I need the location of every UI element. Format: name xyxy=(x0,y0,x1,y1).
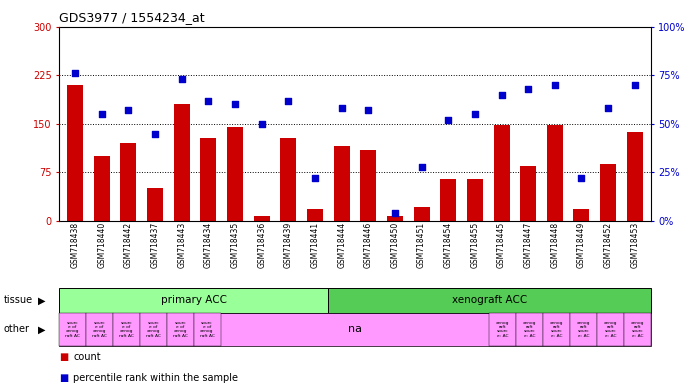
Point xyxy=(150,131,161,137)
Bar xyxy=(543,313,570,346)
Point xyxy=(576,175,587,181)
Bar xyxy=(174,104,190,221)
Point xyxy=(203,98,214,104)
Bar xyxy=(413,207,429,221)
Point xyxy=(176,76,187,82)
Bar xyxy=(328,288,651,313)
Text: tissue: tissue xyxy=(3,295,33,306)
Bar xyxy=(489,313,516,346)
Bar xyxy=(627,132,643,221)
Bar xyxy=(574,209,590,221)
Text: GDS3977 / 1554234_at: GDS3977 / 1554234_at xyxy=(59,12,205,25)
Bar xyxy=(140,313,167,346)
Bar xyxy=(193,313,221,346)
Text: sourc
e of
xenog
raft AC: sourc e of xenog raft AC xyxy=(200,321,214,338)
Bar xyxy=(467,179,483,221)
Point xyxy=(283,98,294,104)
Bar xyxy=(361,150,377,221)
Point xyxy=(70,70,81,76)
Text: ■: ■ xyxy=(59,373,68,383)
Text: xenog
raft
sourc
e: AC: xenog raft sourc e: AC xyxy=(631,321,644,338)
Text: ▶: ▶ xyxy=(38,295,46,306)
Point xyxy=(496,92,507,98)
Bar xyxy=(86,313,113,346)
Text: sourc
e of
xenog
raft AC: sourc e of xenog raft AC xyxy=(119,321,134,338)
Point xyxy=(523,86,534,92)
Bar xyxy=(624,313,651,346)
Point xyxy=(96,111,107,117)
Text: xenog
raft
sourc
e: AC: xenog raft sourc e: AC xyxy=(550,321,563,338)
Point xyxy=(336,105,347,111)
Point xyxy=(469,111,480,117)
Bar xyxy=(307,209,323,221)
Bar xyxy=(387,216,403,221)
Text: sourc
e of
xenog
raft AC: sourc e of xenog raft AC xyxy=(146,321,161,338)
Bar xyxy=(200,138,216,221)
Text: sourc
e of
xenog
raft AC: sourc e of xenog raft AC xyxy=(92,321,107,338)
Point xyxy=(363,107,374,113)
Text: xenog
raft
sourc
e: AC: xenog raft sourc e: AC xyxy=(603,321,617,338)
Bar xyxy=(59,313,86,346)
Bar xyxy=(147,189,163,221)
Bar xyxy=(227,127,243,221)
Text: na: na xyxy=(348,324,362,334)
Text: xenog
raft
sourc
e: AC: xenog raft sourc e: AC xyxy=(577,321,590,338)
Text: primary ACC: primary ACC xyxy=(161,295,227,306)
Point xyxy=(230,101,241,108)
Text: other: other xyxy=(3,324,29,334)
Bar xyxy=(597,313,624,346)
Bar xyxy=(547,125,563,221)
Bar xyxy=(67,85,83,221)
Point xyxy=(443,117,454,123)
Text: sourc
e of
xenog
raft AC: sourc e of xenog raft AC xyxy=(173,321,188,338)
Text: ▶: ▶ xyxy=(38,324,46,334)
Bar xyxy=(516,313,543,346)
Point xyxy=(389,210,400,216)
Bar xyxy=(113,313,140,346)
Text: xenog
raft
sourc
e: AC: xenog raft sourc e: AC xyxy=(523,321,537,338)
Bar xyxy=(600,164,616,221)
Point xyxy=(310,175,321,181)
Bar xyxy=(254,216,269,221)
Bar xyxy=(520,166,536,221)
Text: count: count xyxy=(73,352,101,362)
Point xyxy=(416,164,427,170)
Bar xyxy=(333,146,349,221)
Point xyxy=(123,107,134,113)
Point xyxy=(256,121,267,127)
Bar xyxy=(493,125,509,221)
Bar xyxy=(280,138,296,221)
Text: ■: ■ xyxy=(59,352,68,362)
Bar xyxy=(441,179,456,221)
Bar xyxy=(120,143,136,221)
Bar xyxy=(59,288,328,313)
Point xyxy=(549,82,560,88)
Point xyxy=(603,105,614,111)
Text: percentile rank within the sample: percentile rank within the sample xyxy=(73,373,238,383)
Bar xyxy=(570,313,597,346)
Text: sourc
e of
xenog
raft AC: sourc e of xenog raft AC xyxy=(65,321,80,338)
Text: xenograft ACC: xenograft ACC xyxy=(452,295,527,306)
Bar xyxy=(94,156,110,221)
Text: xenog
raft
sourc
e: AC: xenog raft sourc e: AC xyxy=(496,321,509,338)
Point xyxy=(629,82,640,88)
Bar xyxy=(167,313,193,346)
